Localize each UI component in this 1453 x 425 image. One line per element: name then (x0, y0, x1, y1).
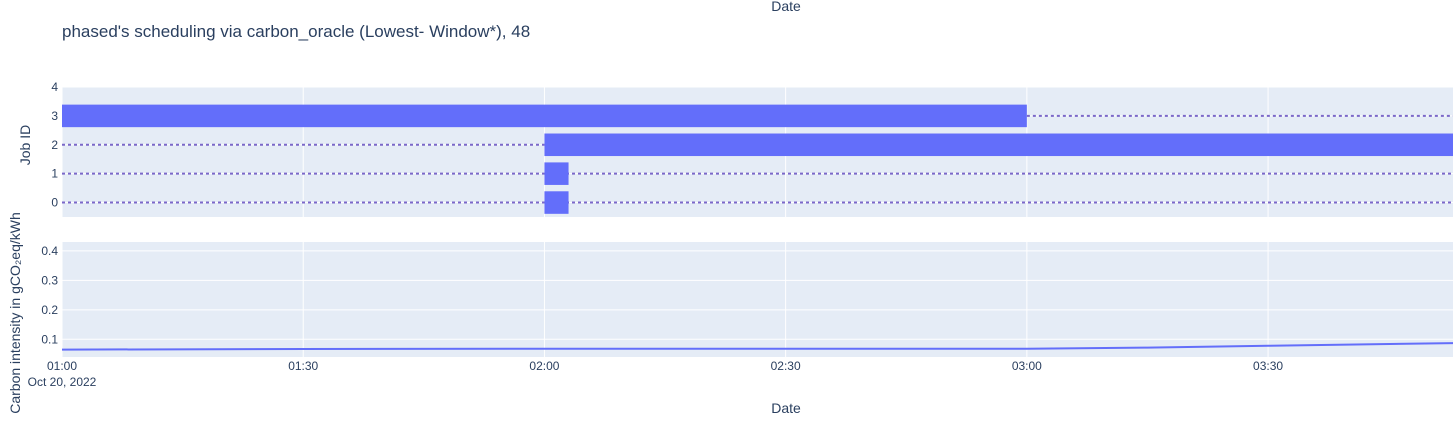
carbon-intensity-axis-title: Carbon intensity in gCO₂eq/kWh (7, 212, 23, 414)
carbon-intensity-plot-area (62, 242, 1453, 357)
y-tick-label: 4 (51, 80, 58, 94)
y-tick-label: 0.3 (41, 273, 58, 287)
x-tick-label: 01:00 (47, 359, 77, 373)
date-tick-sublabel: Oct 20, 2022 (28, 375, 97, 389)
y-tick-label: 0 (51, 196, 58, 210)
y-tick-label: 2 (51, 138, 58, 152)
job-schedule-panel: 0 1 2 3 4 Job ID (17, 80, 1453, 217)
carbon-intensity-line (61, 342, 1453, 351)
y-tick-label: 1 (51, 167, 58, 181)
x-tick-label: 02:00 (529, 359, 559, 373)
job-bar (544, 133, 1453, 157)
top-x-axis-title: Date (771, 0, 801, 14)
job-id-tick-labels: 0 1 2 3 4 (51, 80, 58, 210)
job-schedule-bars (62, 104, 1453, 214)
carbon-intensity-tick-labels: 0.1 0.2 0.3 0.4 (41, 244, 58, 346)
bottom-x-axis-title: Date (771, 400, 801, 416)
carbon-intensity-panel: 0.1 0.2 0.3 0.4 Carbon intensity in gCO₂eq/… (7, 212, 1453, 414)
y-tick-label: 3 (51, 109, 58, 123)
x-tick-label: 02:30 (771, 359, 801, 373)
x-tick-label: 01:30 (288, 359, 318, 373)
x-tick-label: 03:30 (1253, 359, 1283, 373)
chart-title: phased's scheduling via carbon_oracle (L… (62, 22, 530, 41)
job-id-axis-title: Job ID (17, 125, 33, 165)
y-tick-label: 0.1 (41, 332, 58, 346)
job-bar (544, 191, 569, 214)
y-tick-label: 0.4 (41, 244, 58, 258)
x-tick-label: 03:00 (1012, 359, 1042, 373)
job-bar (62, 104, 1027, 128)
carbon-intensity-gridlines (61, 242, 1453, 357)
job-schedule-dotted-lines (62, 114, 1453, 204)
y-tick-label: 0.2 (41, 303, 58, 317)
job-bar (544, 162, 569, 185)
date-tick-labels: 01:00 01:30 02:00 02:30 03:00 03:30 (47, 359, 1283, 373)
